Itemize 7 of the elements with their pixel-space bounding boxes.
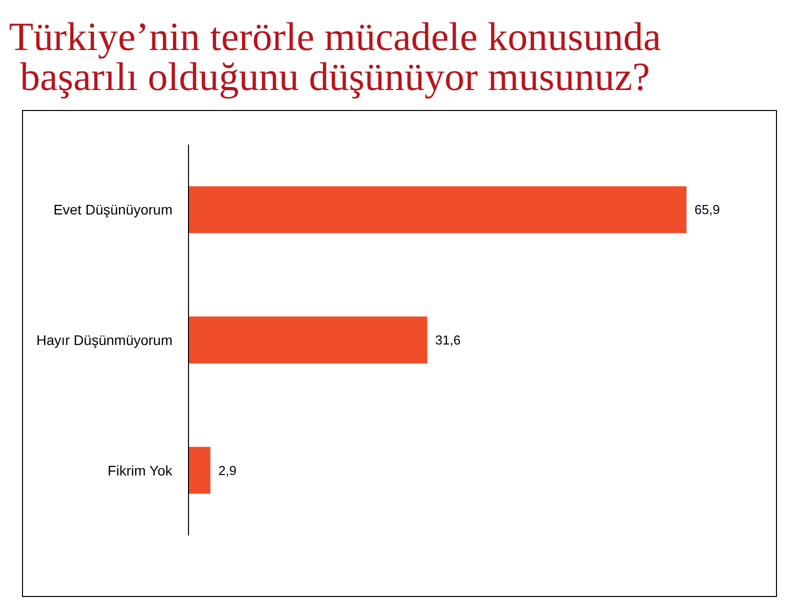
data-label: 31,6 [435,332,461,348]
chart-title: Türkiye’nin terörle mücadele konusunda başarılı olduğunu düşünüyor musunuz? [8,13,662,99]
y-tick-label: Evet Düşünüyorum [53,202,173,218]
data-label: 65,9 [694,202,720,218]
y-tick-label: Fikrim Yok [108,462,174,478]
data-label: 2,9 [218,462,236,478]
y-tick-label: Hayır Düşünmüyorum [36,332,173,348]
